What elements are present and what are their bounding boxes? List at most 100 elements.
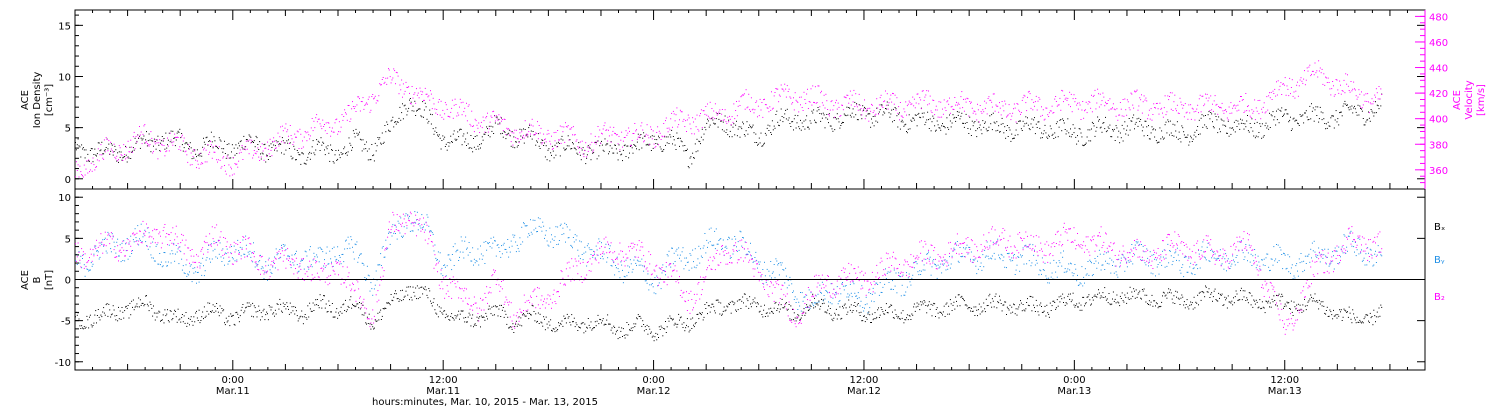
velocity-point (501, 120, 502, 122)
velocity-point (285, 123, 287, 125)
ion-density-point (928, 128, 930, 129)
velocity-point (1311, 70, 1313, 72)
ion-density-point (849, 114, 851, 116)
velocity-point (265, 147, 267, 149)
ion-density-point (1294, 120, 1296, 122)
ion-density-point (999, 131, 1001, 133)
ion-density-point (1078, 128, 1080, 130)
by-point (1091, 275, 1093, 277)
by-point (1001, 254, 1003, 256)
ion-density-point (793, 118, 795, 120)
by-point (1064, 268, 1066, 270)
bz-point (155, 229, 157, 231)
by-point (522, 241, 524, 243)
by-point (1021, 255, 1023, 257)
ion-density-point (910, 119, 912, 121)
by-point (822, 300, 824, 302)
by-point (273, 262, 275, 264)
bz-point (454, 283, 456, 285)
by-point (556, 244, 558, 245)
velocity-point (1020, 113, 1021, 115)
by-point (906, 286, 908, 288)
bz-point (366, 318, 368, 320)
ion-density-point (1012, 138, 1014, 140)
by-point (239, 246, 241, 248)
velocity-point (1311, 73, 1312, 75)
velocity-point (1043, 119, 1045, 121)
by-point (446, 265, 448, 267)
bz-point (238, 253, 240, 255)
ion-density-point (1222, 124, 1224, 126)
velocity-point (231, 174, 233, 176)
by-point (783, 269, 785, 271)
bz-point (393, 214, 395, 216)
ion-density-point (404, 104, 406, 106)
by-point (531, 233, 533, 235)
bz-point (516, 312, 518, 314)
by-point (457, 249, 459, 251)
velocity-point (114, 156, 116, 158)
by-point (496, 244, 498, 246)
by-point (342, 253, 344, 255)
ion-density-point (287, 142, 289, 144)
by-point (292, 262, 294, 264)
ion-density-point (228, 143, 230, 145)
by-point (870, 293, 872, 294)
ion-density-point (185, 142, 187, 144)
velocity-point (706, 114, 708, 116)
ion-density-point (871, 118, 872, 120)
velocity-point (968, 115, 970, 117)
bz-point (329, 282, 331, 284)
by-point (797, 309, 799, 310)
by-point (325, 252, 327, 254)
bz-point (183, 253, 185, 255)
velocity-point (277, 132, 279, 134)
ion-density-point (884, 112, 886, 114)
velocity-point (1105, 103, 1107, 105)
by-point (584, 246, 586, 248)
bz-point (141, 242, 143, 244)
by-point (985, 255, 987, 257)
by-point (686, 261, 688, 263)
bz-point (480, 297, 481, 299)
by-point (1145, 264, 1147, 266)
velocity-point (856, 104, 858, 106)
ion-density-point (570, 148, 572, 150)
velocity-point (1123, 115, 1125, 117)
by-point (565, 224, 567, 226)
bz-point (417, 224, 419, 225)
by-point (381, 247, 383, 249)
by-point (110, 248, 112, 250)
by-point (858, 297, 860, 299)
ion-density-point (92, 161, 94, 163)
ion-density-point (959, 118, 961, 120)
velocity-point (86, 160, 88, 162)
bz-point (82, 251, 84, 253)
ion-density-point (451, 141, 453, 143)
bz-point (178, 246, 180, 248)
velocity-point (132, 136, 134, 138)
bz-point (432, 245, 434, 247)
ion-density-point (727, 134, 729, 136)
ion-density-point (1286, 113, 1288, 115)
by-point (922, 269, 924, 271)
velocity-point (914, 107, 916, 109)
by-point (791, 283, 793, 285)
velocity-point (894, 94, 896, 96)
velocity-point (843, 96, 845, 98)
by-point (146, 227, 148, 229)
velocity-point (967, 98, 969, 100)
velocity-point (470, 125, 472, 127)
by-point (82, 258, 83, 259)
velocity-point (912, 96, 914, 98)
bz-point (307, 275, 309, 277)
by-point (1155, 259, 1157, 261)
by-point (1169, 250, 1171, 252)
velocity-point (805, 102, 807, 104)
by-point (577, 249, 579, 251)
ion-density-point (1249, 123, 1251, 124)
ion-density-point (331, 149, 332, 151)
bz-point (316, 272, 318, 274)
by-point (827, 292, 829, 294)
by-point (427, 216, 429, 218)
